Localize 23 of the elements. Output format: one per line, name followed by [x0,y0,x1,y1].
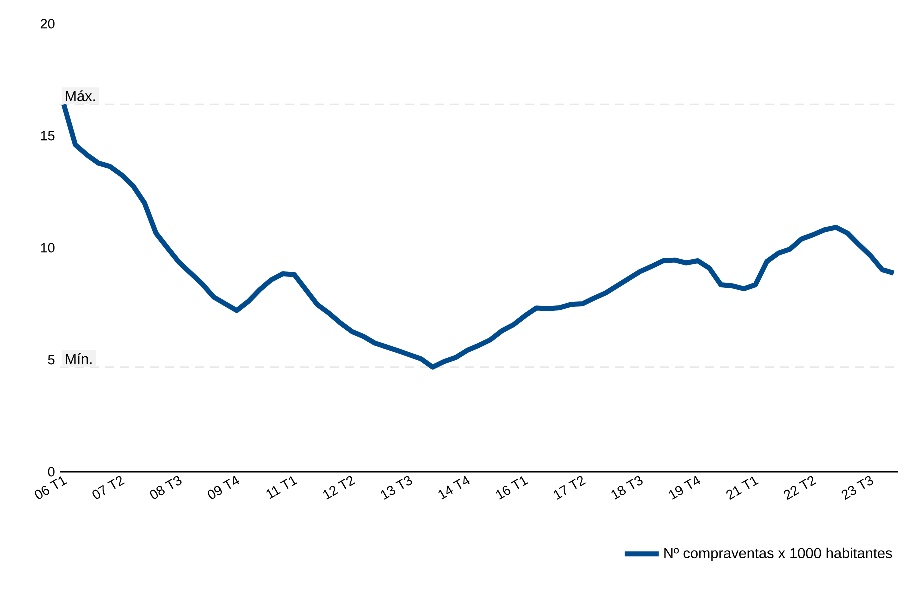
x-tick-label: 11 T1 [266,476,298,500]
y-tick-label: 0 [48,467,55,477]
y-tick-label: 15 [41,131,55,141]
legend-label: Nº compraventas x 1000 habitantes [664,548,892,562]
y-tick-label: 20 [40,19,55,29]
x-tick-label: 22 T2 [784,476,817,500]
y-tick-label: 5 [48,355,55,365]
y-tick-label: 10 [41,243,55,253]
x-tick-label: 16 T1 [496,476,528,500]
x-tick-label: 18 T3 [612,476,643,500]
x-tick-label: 06 T1 [35,476,68,500]
x-tick-label: 14 T4 [438,476,470,500]
x-tick-label: 08 T3 [150,476,182,500]
ref-line-label: Mín. [66,354,92,364]
x-tick-label: 12 T2 [323,476,356,500]
x-tick-label: 19 T4 [669,476,701,500]
ref-line-label: Máx. [66,90,96,102]
x-tick-label: 21 T1 [726,476,759,500]
x-tick-label: 17 T2 [554,476,586,500]
x-tick-label: 23 T3 [842,476,874,500]
x-tick-label: 07 T2 [92,476,125,500]
x-tick-label: 13 T3 [381,476,412,500]
x-tick-label: 09 T4 [208,476,240,500]
